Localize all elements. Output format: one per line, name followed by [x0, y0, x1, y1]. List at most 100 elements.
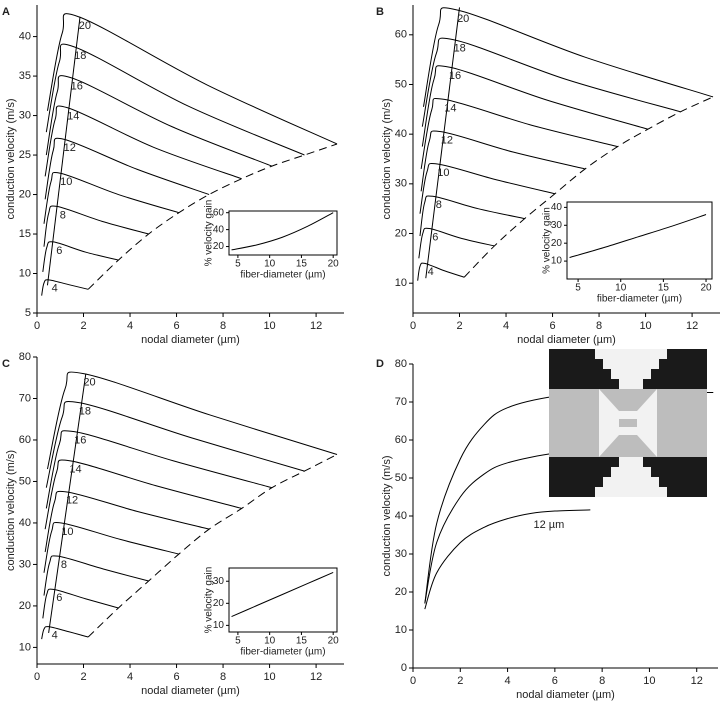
x-axis-label: nodal diameter (µm) — [517, 334, 616, 346]
y-tick-label: 70 — [19, 392, 31, 404]
x-tick-label: 5 — [235, 259, 241, 270]
inset: 5 10 15 20 10 20 30 fiber-diameter (µm) % veloci… — [204, 567, 340, 658]
y-axis-label: conduction velocity (m/s) — [5, 450, 17, 571]
x-tick-label: 2 — [80, 320, 86, 332]
x-tick-label: 5 — [575, 283, 581, 294]
curve — [231, 571, 334, 618]
x-tick-label: 0 — [34, 320, 40, 332]
y-tick-label: 20 — [395, 227, 407, 239]
panel: A 0 2 4 6 8 10 12 5 10 15 20 25 30 35 40 nodal diameter … — [2, 5, 344, 346]
y-tick-label: 50 — [395, 78, 407, 90]
curve — [44, 137, 210, 200]
curve-label: 10 — [60, 176, 72, 188]
y-tick-label: 60 — [395, 434, 407, 446]
curve — [44, 459, 242, 530]
x-tick-label: 0 — [34, 671, 40, 683]
x-tick-label: 8 — [599, 675, 605, 687]
y-tick-label: 10 — [395, 624, 407, 636]
y-tick-label: 40 — [19, 30, 31, 42]
y-tick-label: 0 — [401, 662, 407, 674]
x-tick-label: 2 — [457, 675, 463, 687]
curve — [41, 279, 89, 296]
curve — [46, 371, 338, 470]
y-axis-label: conduction velocity (m/s) — [5, 98, 17, 219]
curve-label: 8 — [60, 209, 66, 221]
y-tick-label: 40 — [19, 517, 31, 529]
y-tick-label: 10 — [213, 620, 225, 631]
inset-frame — [228, 210, 338, 256]
curve — [45, 75, 273, 167]
x-tick-label: 4 — [127, 671, 133, 683]
curve-label: 6 — [56, 245, 62, 257]
y-tick-label: 60 — [395, 29, 407, 41]
curve-label: 10 — [61, 526, 73, 538]
curve — [43, 205, 149, 247]
x-tick-label: 6 — [173, 320, 179, 332]
curve-label: 6 — [56, 592, 62, 604]
y-tick-label: 30 — [395, 548, 407, 560]
y-tick-label: 30 — [19, 558, 31, 570]
curve — [419, 195, 525, 237]
y-axis-label: conduction velocity (m/s) — [381, 98, 393, 219]
x-tick-label: 20 — [700, 283, 712, 294]
inset: 5 10 15 20 10 20 30 40 fiber-diameter (µm) % velo… — [542, 201, 713, 305]
curve — [43, 555, 149, 596]
y-axis-label: % velocity gain — [204, 567, 215, 634]
envelope-line — [87, 143, 338, 290]
curve-label: 18 — [454, 43, 466, 55]
y-tick-label: 20 — [213, 598, 225, 609]
x-tick-label: 8 — [596, 320, 602, 332]
x-tick-label: 4 — [505, 675, 511, 687]
curve-label: 6 — [432, 231, 438, 243]
curve-label: 18 — [74, 50, 86, 62]
optimum-line — [425, 7, 461, 279]
x-tick-label: 6 — [173, 671, 179, 683]
curve — [418, 227, 495, 259]
x-tick-label: 10 — [639, 320, 651, 332]
panel: C 0 2 4 6 8 10 12 10 20 30 40 50 60 70 80 nodal diameter… — [2, 351, 344, 697]
y-tick-label: 10 — [19, 641, 31, 653]
y-tick-label: 20 — [19, 188, 31, 200]
curve — [42, 588, 119, 619]
x-axis-label: fiber-diameter (µm) — [240, 647, 325, 658]
curve — [420, 130, 586, 192]
curve-label: 14 — [69, 464, 81, 476]
y-tick-label: 10 — [395, 277, 407, 289]
y-tick-label: 30 — [19, 109, 31, 121]
y-tick-label: 35 — [19, 70, 31, 82]
curve-label: 12 — [66, 495, 78, 507]
x-tick-label: 10 — [643, 675, 655, 687]
myelin-bottom-right — [643, 457, 707, 497]
panel-letter: A — [2, 6, 10, 18]
x-tick-label: 0 — [410, 320, 416, 332]
curve-label: 8 — [61, 559, 67, 571]
x-tick-label: 20 — [328, 259, 340, 270]
y-tick-label: 30 — [551, 220, 563, 231]
y-tick-label: 50 — [395, 472, 407, 484]
y-tick-label: 15 — [19, 228, 31, 240]
node-axon — [619, 419, 637, 427]
y-tick-label: 10 — [19, 267, 31, 279]
curve-label: 12 — [441, 135, 453, 147]
curve — [45, 400, 305, 488]
panel-letter: B — [376, 6, 384, 18]
x-axis-label: fiber-diameter (µm) — [597, 294, 682, 305]
curve-label: 12 — [64, 142, 76, 154]
curve-label: 12 µm — [533, 519, 564, 531]
y-tick-label: 25 — [19, 149, 31, 161]
x-tick-label: 15 — [296, 636, 308, 647]
curve-label: 16 — [71, 81, 83, 93]
curve — [44, 105, 242, 180]
y-tick-label: 20 — [19, 600, 31, 612]
y-tick-label: 80 — [19, 351, 31, 363]
myelin-top-right — [643, 349, 707, 389]
panel-letter: C — [2, 358, 10, 370]
x-tick-label: 15 — [658, 283, 670, 294]
curve — [44, 490, 210, 553]
y-tick-label: 40 — [551, 202, 563, 213]
y-tick-label: 40 — [213, 224, 225, 235]
y-tick-label: 20 — [395, 586, 407, 598]
curve-label: 20 — [79, 20, 91, 32]
curve — [419, 162, 555, 214]
curve — [424, 509, 591, 610]
